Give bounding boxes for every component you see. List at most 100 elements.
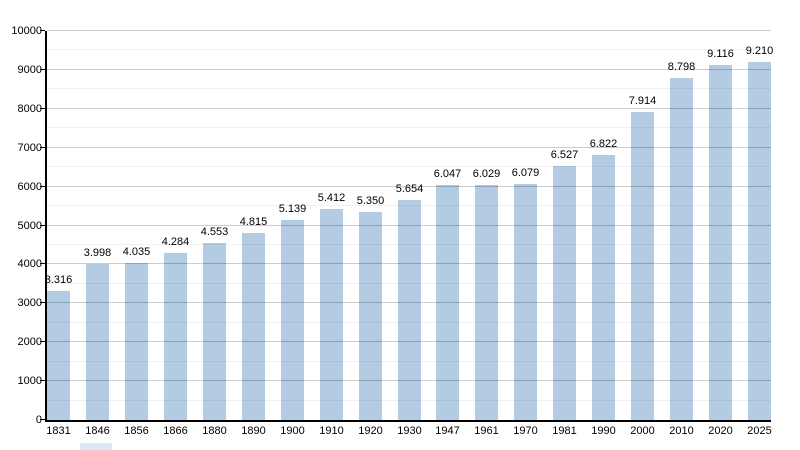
bar-value-label: 8.798: [667, 61, 696, 73]
minor-gridline: [47, 244, 771, 245]
bar: [320, 209, 343, 420]
bar-value-label: 3.316: [44, 274, 73, 286]
y-tick-label: 9000: [17, 64, 42, 76]
y-tick-mark: [40, 341, 45, 342]
x-tick-label: 1990: [591, 425, 616, 437]
x-tick-label: 1890: [241, 425, 266, 437]
x-tick-label: 1920: [358, 425, 383, 437]
y-tick-mark: [40, 30, 45, 31]
major-gridline: [47, 302, 771, 303]
minor-gridline: [47, 400, 771, 401]
x-tick-label: 2020: [708, 425, 733, 437]
y-tick-mark: [40, 225, 45, 226]
bar: [514, 184, 537, 420]
cropped-bottom-element: [80, 443, 112, 450]
y-tick-mark: [40, 147, 45, 148]
bar: [359, 212, 382, 420]
y-tick-mark: [40, 419, 45, 420]
x-tick-label: 1846: [85, 425, 110, 437]
x-tick-label: 1961: [474, 425, 499, 437]
minor-gridline: [47, 49, 771, 50]
x-tick-label: 2000: [630, 425, 655, 437]
bar-value-label: 4.284: [161, 236, 190, 248]
bar-value-label: 9.116: [707, 48, 734, 60]
bar: [398, 200, 421, 420]
x-tick-label: 1981: [552, 425, 577, 437]
bar: [164, 253, 187, 420]
bar-value-label: 5.139: [278, 203, 307, 215]
x-tick-label: 1831: [46, 425, 71, 437]
major-gridline: [47, 380, 771, 381]
x-tick-label: 1930: [397, 425, 422, 437]
bar-value-label: 6.822: [589, 138, 618, 150]
bar: [475, 185, 498, 420]
bar: [592, 155, 615, 420]
y-tick-label: 7000: [17, 142, 42, 154]
major-gridline: [47, 69, 771, 70]
bar-value-label: 6.029: [472, 168, 501, 180]
major-gridline: [47, 263, 771, 264]
minor-gridline: [47, 322, 771, 323]
y-tick-mark: [40, 69, 45, 70]
y-tick-label: 4000: [17, 258, 42, 270]
minor-gridline: [47, 88, 771, 89]
bar-value-label: 5.412: [317, 192, 346, 204]
bar-value-label: 4.553: [200, 226, 229, 238]
y-tick-mark: [40, 263, 45, 264]
bar: [436, 185, 459, 420]
x-tick-label: 2025: [747, 425, 772, 437]
y-tick-label: 3000: [17, 297, 42, 309]
major-gridline: [47, 225, 771, 226]
bar: [47, 291, 70, 420]
x-tick-label: 1970: [513, 425, 538, 437]
y-tick-label: 5000: [17, 220, 42, 232]
bar: [670, 78, 693, 420]
y-tick-label: 8000: [17, 103, 42, 115]
bar: [125, 263, 148, 420]
bar-value-label: 6.047: [433, 168, 462, 180]
y-tick-label: 1000: [17, 375, 42, 387]
bar-value-label: 6.527: [550, 149, 579, 161]
bar: [86, 264, 109, 420]
x-tick-label: 1856: [124, 425, 149, 437]
major-gridline: [47, 147, 771, 148]
y-tick-label: 2000: [17, 336, 42, 348]
y-tick-label: 10000: [11, 25, 42, 37]
x-tick-label: 1947: [435, 425, 460, 437]
bar-value-label: 9.210: [745, 45, 774, 57]
bar-value-label: 4.815: [239, 216, 268, 228]
y-tick-label: 0: [35, 414, 42, 426]
bar: [281, 220, 304, 420]
bar-value-label: 3.998: [83, 247, 112, 259]
y-tick-label: 6000: [17, 181, 42, 193]
minor-gridline: [47, 361, 771, 362]
bar: [553, 166, 576, 420]
bar: [203, 243, 226, 420]
bar: [709, 65, 732, 420]
major-gridline: [47, 186, 771, 187]
bar-value-label: 7.914: [628, 95, 657, 107]
bar: [242, 233, 265, 420]
minor-gridline: [47, 127, 771, 128]
bar: [748, 62, 771, 420]
minor-gridline: [47, 283, 771, 284]
x-tick-label: 1880: [202, 425, 227, 437]
y-tick-mark: [40, 302, 45, 303]
minor-gridline: [47, 166, 771, 167]
bar-value-label: 5.350: [356, 195, 385, 207]
plot-area: 3.316 3.998 4.035 4.284 4.553 4.815 5.139 5.412…: [45, 30, 773, 422]
y-tick-mark: [40, 186, 45, 187]
bar-value-label: 6.079: [511, 167, 540, 179]
bar-value-label: 4.035: [122, 246, 151, 258]
bar-value-label: 5.654: [395, 183, 424, 195]
major-gridline: [47, 30, 771, 31]
x-tick-label: 1910: [319, 425, 344, 437]
bar: [631, 112, 654, 420]
x-tick-label: 1866: [163, 425, 188, 437]
major-gridline: [47, 108, 771, 109]
minor-gridline: [47, 205, 771, 206]
x-tick-label: 2010: [669, 425, 694, 437]
major-gridline: [47, 341, 771, 342]
y-tick-mark: [40, 380, 45, 381]
